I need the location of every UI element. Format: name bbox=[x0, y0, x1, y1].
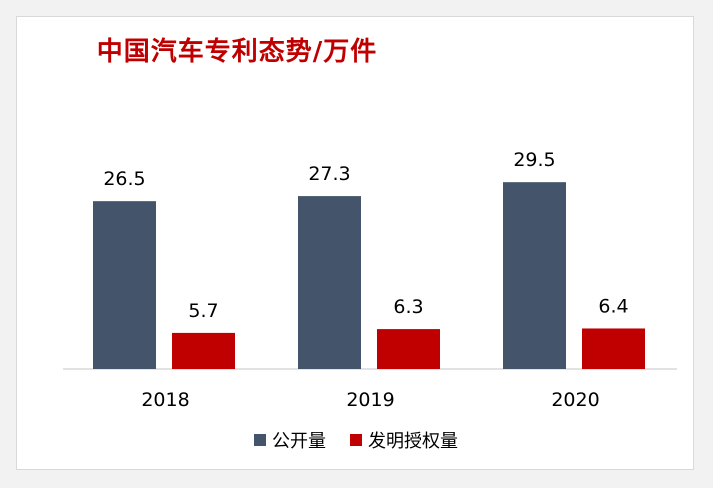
bar-series-0-2019 bbox=[298, 196, 361, 369]
bar-series-1-2019 bbox=[377, 329, 440, 369]
data-label-series-0-2019: 27.3 bbox=[308, 163, 350, 185]
chart-card: 中国汽车专利态势/万件 26.5 5.7 2018 27.3 6.3 2019 29.5 6.… bbox=[16, 16, 694, 470]
legend-swatch-series-0 bbox=[254, 434, 266, 446]
x-tick-label-2018: 2018 bbox=[141, 389, 189, 411]
data-label-series-0-2020: 29.5 bbox=[513, 149, 555, 171]
x-tick-label-2020: 2020 bbox=[551, 389, 599, 411]
legend-item-series-1: 发明授权量 bbox=[350, 427, 458, 453]
legend-swatch-series-1 bbox=[350, 434, 362, 446]
legend-label-series-1: 发明授权量 bbox=[368, 431, 458, 452]
legend-item-series-0: 公开量 bbox=[254, 427, 326, 453]
bar-chart: 26.5 5.7 2018 27.3 6.3 2019 29.5 6.4 2020 bbox=[63, 149, 677, 411]
chart-title: 中国汽车专利态势/万件 bbox=[96, 37, 378, 67]
bar-series-1-2020 bbox=[582, 328, 645, 369]
bar-series-1-2018 bbox=[172, 332, 235, 369]
data-label-series-1-2018: 5.7 bbox=[188, 300, 218, 322]
x-tick-label-2019: 2019 bbox=[346, 389, 394, 411]
data-label-series-0-2018: 26.5 bbox=[103, 168, 145, 190]
bar-series-0-2018 bbox=[93, 201, 156, 369]
data-label-series-1-2019: 6.3 bbox=[393, 296, 423, 318]
legend: 公开量 发明授权量 bbox=[17, 427, 695, 453]
legend-label-series-0: 公开量 bbox=[272, 431, 326, 452]
data-label-series-1-2020: 6.4 bbox=[598, 295, 628, 317]
bar-series-0-2020 bbox=[503, 182, 566, 369]
